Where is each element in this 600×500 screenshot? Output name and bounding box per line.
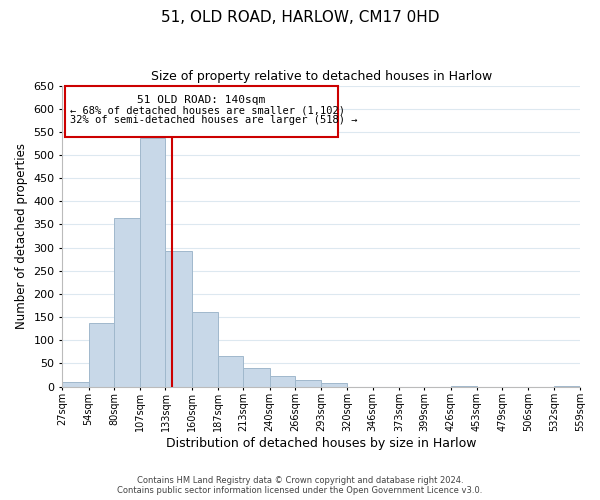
Bar [140,138,166,386]
Bar [295,380,321,386]
Bar [218,356,244,386]
X-axis label: Distribution of detached houses by size in Harlow: Distribution of detached houses by size … [166,437,476,450]
Y-axis label: Number of detached properties: Number of detached properties [15,143,28,329]
Text: 51, OLD ROAD, HARLOW, CM17 0HD: 51, OLD ROAD, HARLOW, CM17 0HD [161,10,439,25]
FancyBboxPatch shape [65,86,338,138]
Title: Size of property relative to detached houses in Harlow: Size of property relative to detached ho… [151,70,492,83]
Bar [244,368,269,386]
Bar [192,312,218,386]
Bar [269,376,295,386]
Bar [62,382,89,386]
Text: Contains HM Land Registry data © Crown copyright and database right 2024.
Contai: Contains HM Land Registry data © Crown c… [118,476,482,495]
Bar [114,218,140,386]
Text: ← 68% of detached houses are smaller (1,102): ← 68% of detached houses are smaller (1,… [70,105,345,115]
Bar [321,383,347,386]
Bar [166,251,192,386]
Bar [89,323,114,386]
Text: 32% of semi-detached houses are larger (518) →: 32% of semi-detached houses are larger (… [70,115,358,125]
Text: 51 OLD ROAD: 140sqm: 51 OLD ROAD: 140sqm [137,95,266,105]
